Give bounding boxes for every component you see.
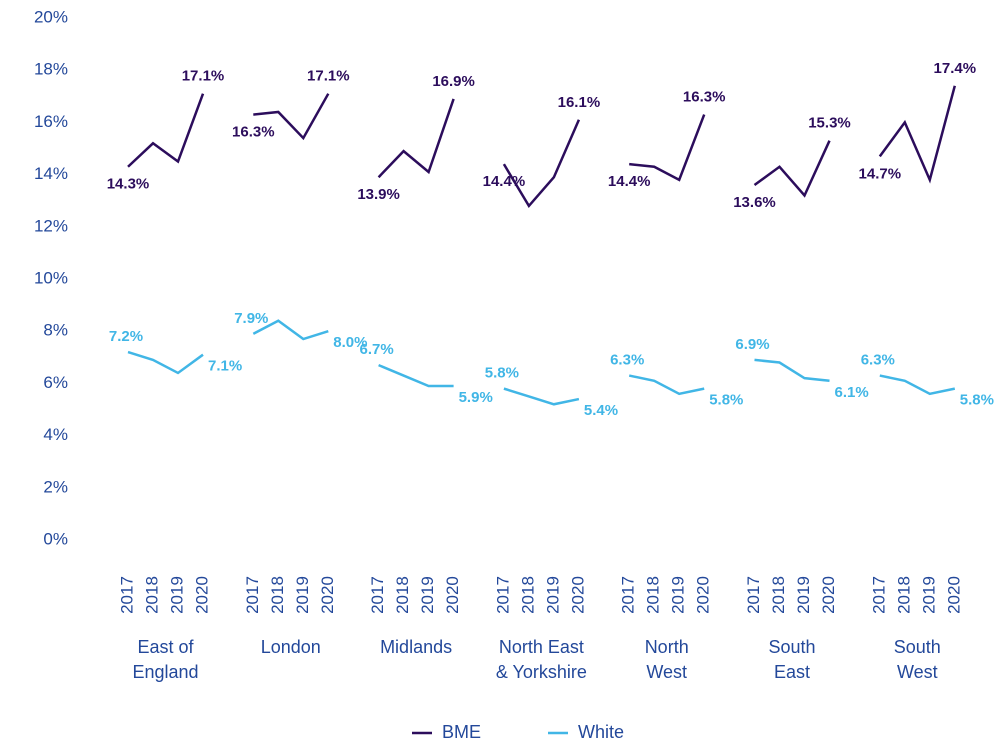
data-label: 6.3% <box>861 352 895 369</box>
data-label: 13.6% <box>733 194 776 211</box>
x-tick-label: 2018 <box>268 576 287 614</box>
line <box>878 85 957 184</box>
data-label: 16.1% <box>558 94 601 111</box>
data-label: 6.9% <box>735 336 769 353</box>
x-tick-label: 2017 <box>869 576 888 614</box>
data-label: 16.3% <box>683 89 726 106</box>
data-label: 16.9% <box>432 73 475 90</box>
group-label: England <box>132 662 198 682</box>
line <box>753 140 831 198</box>
data-label: 7.1% <box>208 358 242 375</box>
data-label: 17.4% <box>934 60 977 77</box>
data-label: 5.4% <box>584 402 618 419</box>
group-label: West <box>646 662 687 682</box>
group-label: & Yorkshire <box>496 662 587 682</box>
y-tick-label: 12% <box>34 216 68 235</box>
line <box>252 319 329 341</box>
x-tick-label: 2017 <box>117 576 136 614</box>
line <box>502 119 581 209</box>
data-label: 14.4% <box>608 173 651 190</box>
group-label: South <box>894 637 941 657</box>
data-label: 5.9% <box>459 389 493 406</box>
x-tick-label: 2017 <box>744 576 763 614</box>
line <box>127 93 205 168</box>
x-tick-label: 2019 <box>293 576 312 614</box>
group-label: Midlands <box>380 637 452 657</box>
x-tick-label: 2020 <box>568 576 587 614</box>
y-tick-label: 2% <box>43 477 68 496</box>
data-label: 16.3% <box>232 124 275 141</box>
y-tick-label: 14% <box>34 164 68 183</box>
line <box>378 363 454 388</box>
y-tick-label: 10% <box>34 268 68 287</box>
line <box>503 387 580 406</box>
data-label: 14.4% <box>483 173 526 190</box>
group-label: East of <box>137 637 194 657</box>
x-tick-label: 2019 <box>919 576 938 614</box>
x-tick-label: 2019 <box>794 576 813 614</box>
x-tick-label: 2018 <box>894 576 913 614</box>
line <box>754 358 830 383</box>
line <box>879 374 956 396</box>
x-tick-label: 2020 <box>819 576 838 614</box>
y-tick-label: 18% <box>34 60 68 79</box>
legend-label: White <box>578 722 624 742</box>
x-tick-label: 2018 <box>769 576 788 614</box>
x-tick-label: 2020 <box>318 576 337 614</box>
x-tick-label: 2020 <box>694 576 713 614</box>
data-label: 15.3% <box>808 115 851 132</box>
x-tick-label: 2017 <box>368 576 387 614</box>
y-tick-label: 16% <box>34 112 68 131</box>
data-label: 6.7% <box>359 341 393 358</box>
group-label: North East <box>499 637 584 657</box>
data-label: 13.9% <box>357 186 400 203</box>
data-label: 7.2% <box>109 328 143 345</box>
y-tick-label: 20% <box>34 7 68 26</box>
legend-label: BME <box>442 722 481 742</box>
x-tick-label: 2019 <box>167 576 186 614</box>
line <box>628 374 705 396</box>
data-label: 17.1% <box>307 68 350 85</box>
x-tick-label: 2018 <box>393 576 412 614</box>
data-label: 7.9% <box>234 310 268 327</box>
x-tick-label: 2018 <box>142 576 161 614</box>
data-label: 8.0% <box>333 334 367 351</box>
x-tick-label: 2017 <box>243 576 262 614</box>
line <box>629 114 706 182</box>
group-label: North <box>645 637 689 657</box>
line <box>127 350 204 375</box>
y-tick-label: 0% <box>43 529 68 548</box>
x-tick-label: 2020 <box>944 576 963 614</box>
group-label: East <box>774 662 810 682</box>
x-tick-label: 2019 <box>418 576 437 614</box>
data-label: 6.3% <box>610 352 644 369</box>
y-tick-label: 8% <box>43 321 68 340</box>
data-label: 14.7% <box>859 165 902 182</box>
data-label: 5.8% <box>960 392 994 409</box>
x-tick-label: 2019 <box>669 576 688 614</box>
line <box>253 93 330 141</box>
y-tick-label: 4% <box>43 425 68 444</box>
data-label: 5.8% <box>709 392 743 409</box>
y-tick-label: 6% <box>43 373 68 392</box>
group-label: West <box>897 662 938 682</box>
x-tick-label: 2017 <box>619 576 638 614</box>
x-tick-label: 2017 <box>493 576 512 614</box>
data-label: 17.1% <box>182 68 225 85</box>
line <box>377 98 455 179</box>
data-label: 6.1% <box>835 384 869 401</box>
group-label: South <box>768 637 815 657</box>
x-tick-label: 2019 <box>543 576 562 614</box>
x-tick-label: 2018 <box>518 576 537 614</box>
x-tick-label: 2020 <box>192 576 211 614</box>
group-label: London <box>261 637 321 657</box>
x-tick-label: 2020 <box>443 576 462 614</box>
data-label: 5.8% <box>485 365 519 382</box>
x-tick-label: 2018 <box>644 576 663 614</box>
data-label: 14.3% <box>107 176 150 193</box>
